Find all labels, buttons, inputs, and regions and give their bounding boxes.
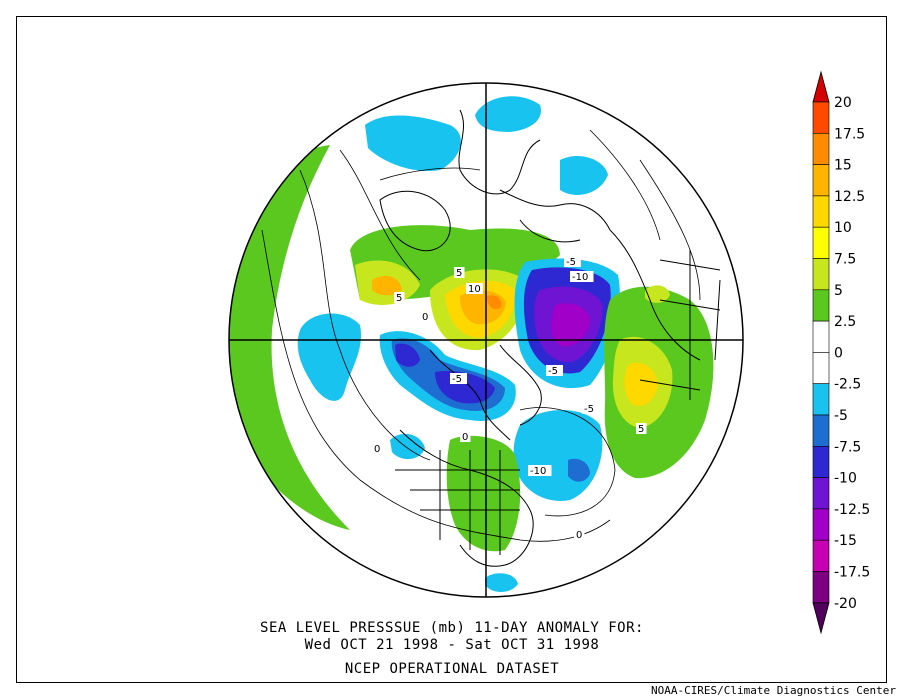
colorbar-tick-label: 7.5 — [834, 252, 856, 268]
colorbar-tick-label: 15 — [834, 158, 852, 174]
colorbar-swatch — [812, 383, 830, 416]
anomaly-region-west-negative — [390, 433, 425, 460]
contour-label-group: 5 5 10 0 -5 -10 -5 -5 -5 5 0 -10 0 0 — [372, 256, 647, 541]
colorbar-swatch — [812, 195, 830, 228]
colorbar-swatch — [812, 289, 830, 322]
contour-lines — [261, 129, 701, 542]
anomaly-region-north-negative — [365, 115, 461, 171]
colorbar-swatch — [812, 226, 830, 259]
contour-label-bg — [454, 267, 465, 278]
contour-label: -5 — [548, 366, 558, 377]
colorbar-swatch — [812, 445, 830, 478]
anomaly-region-asia-core — [624, 362, 658, 406]
colorbar-swatch — [812, 414, 830, 447]
anomaly-region-asia-north — [645, 285, 670, 303]
contour-label: -5 — [584, 404, 594, 415]
anomaly-region-iberia-negative — [475, 96, 541, 132]
colorbar-tick-label: -10 — [834, 471, 857, 487]
anomaly-region-us-positive — [446, 435, 521, 552]
contour-label: 0 — [576, 530, 582, 541]
contour-label-bg — [636, 423, 647, 434]
colorbar-swatch — [812, 320, 830, 353]
contour-label-bg — [574, 529, 585, 540]
colorbar-tick-label: 5 — [834, 283, 843, 299]
colorbar-tick-label: -17.5 — [834, 565, 870, 581]
contour-label-bg — [372, 443, 383, 454]
colorbar-tick-label: -7.5 — [834, 439, 861, 455]
colorbar-tick-label: 10 — [834, 220, 852, 236]
contour-label: -5 — [452, 374, 462, 385]
title-line-1: SEA LEVEL PRESSSUE (mb) 11-DAY ANOMALY F… — [260, 620, 644, 636]
contour-label-bg — [450, 373, 467, 384]
coastlines — [379, 109, 721, 567]
anomaly-region-arctic-peak — [487, 295, 502, 310]
anomaly-region-alaska-core — [372, 275, 402, 296]
colorbar-tick-label: -12.5 — [834, 502, 870, 518]
plot-frame — [16, 16, 887, 683]
contour-label: -10 — [572, 272, 588, 283]
colorbar-swatch — [812, 352, 830, 384]
colorbar-arrow-top — [812, 70, 830, 103]
title-line-2: Wed OCT 21 1998 - Sat OCT 31 1998 — [304, 637, 600, 653]
anomaly-region-greenland-negative — [297, 313, 362, 401]
colorbar-tick-label: -5 — [834, 408, 848, 424]
contour-label-bg — [564, 256, 581, 267]
contour-label: 0 — [422, 312, 428, 323]
anomaly-region-atlantic-negative — [513, 410, 603, 501]
contour-label: -10 — [530, 466, 546, 477]
colorbar-swatch — [812, 133, 830, 165]
anomaly-region-hudson-core — [395, 343, 420, 367]
contour-label: 0 — [462, 432, 468, 443]
contour-label-bg — [466, 283, 483, 294]
contour-label-bg — [546, 365, 563, 376]
colorbar-tick-label: 2.5 — [834, 314, 856, 330]
anomaly-field — [229, 96, 714, 592]
colorbar-swatch — [812, 539, 830, 572]
colorbar: 20 17.5 15 12.5 10 7.5 5 2.5 0 -2.5 -5 -7.5 -10 -12.5… — [812, 70, 870, 635]
contour-label: 5 — [456, 268, 462, 279]
contour-label: -5 — [566, 257, 576, 268]
colorbar-swatch — [812, 571, 830, 604]
anomaly-region-northeast-negative — [560, 155, 608, 195]
colorbar-tick-label: -15 — [834, 533, 857, 549]
credit-text: NOAA-CIRES/Climate Diagnostics Center — [650, 684, 896, 697]
colorbar-swatch — [812, 258, 830, 291]
contour-label-bg — [394, 292, 405, 303]
contour-label-bg — [582, 403, 599, 414]
anomaly-region-pacific-positive — [229, 145, 350, 530]
colorbar-tick-label: 0 — [834, 345, 843, 361]
title-line-3: NCEP OPERATIONAL DATASET — [344, 661, 560, 677]
contour-label: 5 — [396, 293, 402, 304]
colorbar-arrow-bottom — [812, 602, 830, 635]
colorbar-tick-label: -20 — [834, 596, 857, 612]
contour-label-bg — [570, 271, 594, 282]
colorbar-tick-label: 12.5 — [834, 189, 865, 205]
colorbar-swatch — [812, 101, 830, 134]
contour-label-bg — [420, 311, 431, 322]
colorbar-tick-label: -2.5 — [834, 377, 861, 393]
contour-label-bg — [460, 431, 471, 442]
colorbar-tick-label: 17.5 — [834, 126, 865, 142]
anomaly-region-atlantic-core — [568, 458, 590, 482]
contour-label: 10 — [468, 284, 481, 295]
colorbar-tick-label: 20 — [834, 95, 852, 111]
contour-label: 0 — [374, 444, 380, 455]
contour-label-bg — [528, 465, 552, 476]
anomaly-region-europe-core — [551, 303, 590, 347]
colorbar-swatch — [812, 477, 830, 510]
colorbar-swatch — [812, 164, 830, 197]
anomaly-region-south-negative — [485, 573, 518, 592]
contour-label: 5 — [638, 424, 644, 435]
colorbar-swatch — [812, 508, 830, 541]
